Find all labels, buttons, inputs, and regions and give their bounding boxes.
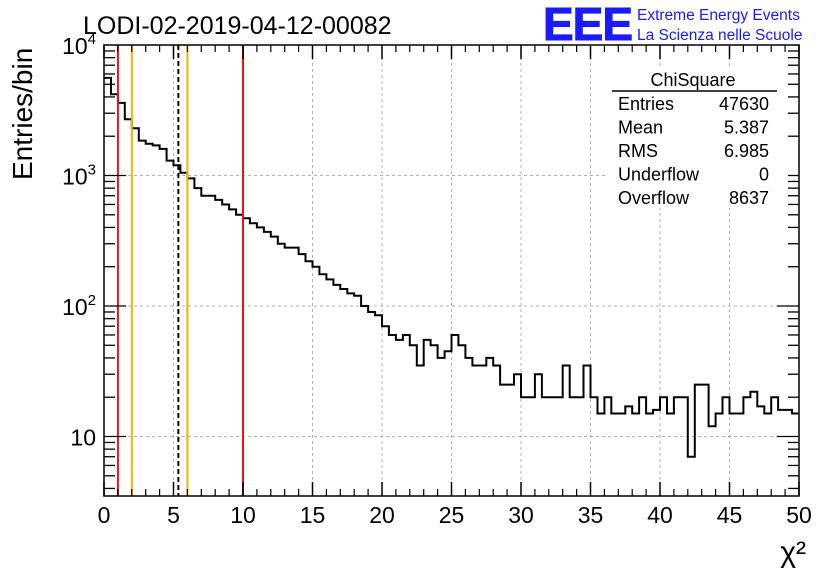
stats-value-entries: 47630 (719, 94, 769, 114)
x-axis-ticks: 0 5 10 15 20 25 30 35 40 45 50 (98, 45, 812, 528)
stats-value-rms: 6.985 (724, 141, 769, 161)
org-line-2: La Scienza nelle Scuole (637, 27, 802, 44)
y-axis-label: Entries/bin (7, 48, 38, 180)
org-line-1: Extreme Energy Events (637, 7, 800, 24)
x-axis-label: χ² (780, 536, 806, 569)
y-tick-label: 104 (62, 31, 96, 59)
histogram (104, 76, 799, 458)
x-tick-label: 40 (647, 502, 673, 528)
stats-label-overflow: Overflow (618, 188, 690, 208)
x-tick-label: 50 (786, 502, 812, 528)
x-tick-label: 25 (439, 502, 465, 528)
stats-box: ChiSquare Entries 47630 Mean 5.387 RMS 6.985 U… (608, 66, 788, 208)
histogram-line (104, 76, 799, 458)
stats-label-rms: RMS (618, 141, 658, 161)
stats-value-mean: 5.387 (724, 118, 769, 138)
stats-value-underflow: 0 (759, 165, 769, 185)
x-tick-label: 45 (717, 502, 743, 528)
stats-label-entries: Entries (618, 94, 674, 114)
run-title: LODI-02-2019-04-12-00082 (83, 12, 392, 40)
y-tick-label: 103 (62, 162, 96, 190)
y-tick-label: 10 (70, 425, 96, 451)
x-tick-label: 20 (369, 502, 395, 528)
x-tick-label: 35 (578, 502, 604, 528)
eee-logo: EEE (543, 0, 632, 50)
x-tick-label: 15 (300, 502, 326, 528)
stats-label-underflow: Underflow (618, 165, 700, 185)
y-tick-label: 102 (62, 292, 96, 320)
stats-value-overflow: 8637 (729, 188, 769, 208)
cut-lines (116, 45, 244, 496)
x-tick-label: 0 (98, 502, 111, 528)
x-tick-label: 10 (230, 502, 256, 528)
x-tick-label: 5 (167, 502, 180, 528)
stats-label-mean: Mean (618, 118, 663, 138)
stats-box-background (608, 66, 788, 208)
x-tick-label: 30 (508, 502, 534, 528)
grid (104, 45, 799, 496)
y-axis-ticks: 10 102 103 104 (62, 31, 799, 490)
stats-title: ChiSquare (650, 70, 735, 90)
